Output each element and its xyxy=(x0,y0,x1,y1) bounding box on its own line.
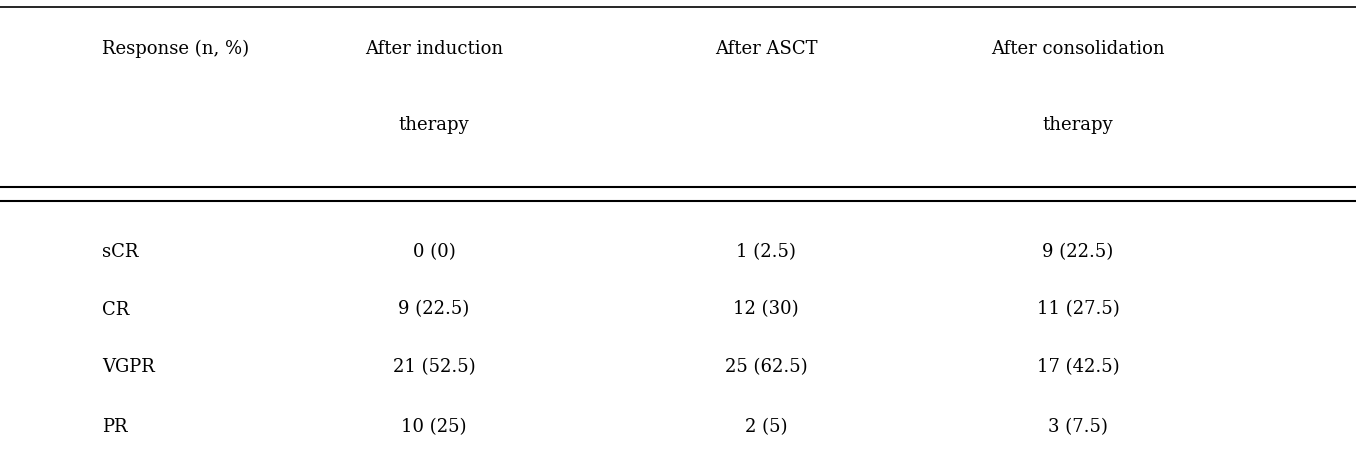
Text: 12 (30): 12 (30) xyxy=(734,301,799,318)
Text: 2 (5): 2 (5) xyxy=(744,419,788,436)
Text: 0 (0): 0 (0) xyxy=(412,243,456,261)
Text: sCR: sCR xyxy=(102,243,138,261)
Text: 17 (42.5): 17 (42.5) xyxy=(1037,359,1119,376)
Text: therapy: therapy xyxy=(399,116,469,134)
Text: CR: CR xyxy=(102,301,129,318)
Text: Response (n, %): Response (n, %) xyxy=(102,39,248,58)
Text: 3 (7.5): 3 (7.5) xyxy=(1048,419,1108,436)
Text: After ASCT: After ASCT xyxy=(715,40,818,57)
Text: PR: PR xyxy=(102,419,127,436)
Text: therapy: therapy xyxy=(1043,116,1113,134)
Text: 21 (52.5): 21 (52.5) xyxy=(393,359,475,376)
Text: 25 (62.5): 25 (62.5) xyxy=(725,359,807,376)
Text: 10 (25): 10 (25) xyxy=(401,419,466,436)
Text: VGPR: VGPR xyxy=(102,359,155,376)
Text: 9 (22.5): 9 (22.5) xyxy=(399,301,469,318)
Text: 1 (2.5): 1 (2.5) xyxy=(736,243,796,261)
Text: After induction: After induction xyxy=(365,40,503,57)
Text: 9 (22.5): 9 (22.5) xyxy=(1043,243,1113,261)
Text: After consolidation: After consolidation xyxy=(991,40,1165,57)
Text: 11 (27.5): 11 (27.5) xyxy=(1036,301,1120,318)
